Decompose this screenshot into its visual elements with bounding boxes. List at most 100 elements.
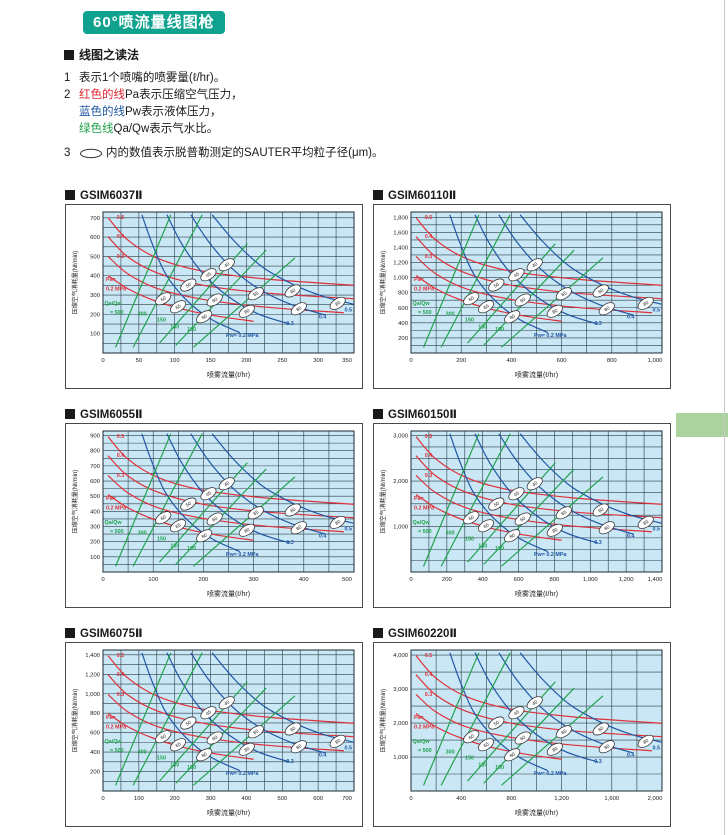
svg-text:50: 50 — [185, 281, 193, 289]
chart-panel-title: GSIM6055Ⅱ — [65, 406, 363, 421]
svg-text:0.3: 0.3 — [117, 254, 125, 260]
svg-text:Pa=: Pa= — [106, 277, 116, 283]
svg-text:800: 800 — [398, 291, 409, 297]
sauter-diameter-marker: 80 — [238, 304, 255, 318]
svg-text:60: 60 — [211, 515, 219, 523]
svg-text:150: 150 — [157, 536, 166, 542]
sauter-diameter-marker: 65 — [169, 519, 187, 533]
svg-text:Pa=: Pa= — [106, 715, 116, 721]
svg-text:0.2 MPa: 0.2 MPa — [106, 724, 127, 730]
legend-text-segment: 绿色线 — [79, 123, 114, 135]
svg-text:2,000: 2,000 — [648, 796, 663, 802]
svg-text:65: 65 — [175, 303, 183, 311]
chart-panel-GSIM60110Ⅱ: GSIM60110Ⅱ 0 200 400 600 800 1,000 200 400 600 800… — [373, 187, 671, 389]
svg-text:0: 0 — [409, 358, 413, 364]
sauter-diameter-marker: 80 — [238, 523, 255, 537]
svg-text:1,400: 1,400 — [393, 245, 408, 251]
svg-text:80: 80 — [509, 313, 517, 321]
sauter-diameter-marker: 45 — [508, 268, 525, 282]
legend-lines: 1 表示1个喷嘴的喷雾量(ℓ/hr)。 2 红色的线 Pa表示压缩空气压力， 蓝色的线 … — [64, 70, 684, 162]
svg-text:150: 150 — [206, 358, 217, 364]
sauter-diameter-marker: 80 — [546, 304, 563, 318]
square-bullet-icon — [64, 49, 74, 60]
svg-text:600: 600 — [514, 577, 525, 583]
svg-text:0.4: 0.4 — [425, 234, 433, 240]
svg-text:0.5: 0.5 — [117, 653, 125, 659]
svg-text:60: 60 — [289, 725, 297, 733]
sauter-diameter-marker: 40 — [218, 477, 235, 491]
legend-text-segment: 红色的线 — [79, 89, 125, 101]
sauter-diameter-marker: 50 — [488, 716, 505, 730]
svg-text:65: 65 — [483, 522, 491, 530]
svg-text:40: 40 — [531, 261, 539, 269]
svg-text:800: 800 — [607, 358, 618, 364]
chart-frame: 0 100 200 300 400 500 100 200 300 400 500 600 700 800… — [65, 423, 363, 608]
svg-text:100: 100 — [134, 796, 145, 802]
svg-text:200: 200 — [90, 770, 101, 776]
svg-text:1,400: 1,400 — [648, 577, 663, 583]
chart-model-name: GSIM6037Ⅱ — [80, 189, 143, 202]
sauter-diameter-marker: 80 — [290, 302, 307, 316]
svg-text:3,000: 3,000 — [393, 434, 408, 440]
sauter-diameter-marker: 40 — [218, 696, 235, 710]
svg-text:80: 80 — [509, 751, 517, 759]
svg-text:Qa/Qw: Qa/Qw — [105, 739, 123, 745]
chart-model-name: GSIM60220Ⅱ — [388, 627, 457, 640]
sauter-diameter-marker: 80 — [598, 521, 615, 535]
svg-text:压缩空气消耗量(Nℓ/min): 压缩空气消耗量(Nℓ/min) — [71, 689, 79, 753]
sauter-diameter-marker: 80 — [329, 515, 346, 529]
svg-text:喷雾流量(ℓ/hr): 喷雾流量(ℓ/hr) — [207, 808, 250, 817]
svg-text:150: 150 — [157, 755, 166, 761]
svg-text:Pa=: Pa= — [414, 496, 424, 502]
svg-text:0.4: 0.4 — [627, 314, 635, 320]
svg-text:0: 0 — [409, 796, 413, 802]
svg-text:600: 600 — [313, 796, 324, 802]
sauter-diameter-marker: 80 — [329, 734, 346, 748]
square-bullet-icon — [65, 189, 75, 200]
svg-text:0: 0 — [101, 796, 105, 802]
svg-text:80: 80 — [334, 519, 342, 527]
sauter-diameter-marker: 80 — [290, 521, 307, 535]
sauter-diameter-marker: 50 — [488, 497, 505, 511]
svg-text:喷雾流量(ℓ/hr): 喷雾流量(ℓ/hr) — [515, 808, 558, 817]
svg-text:150: 150 — [465, 536, 474, 542]
svg-text:0: 0 — [101, 577, 105, 583]
svg-text:0.5: 0.5 — [425, 215, 433, 221]
svg-text:65: 65 — [252, 728, 260, 736]
svg-text:150: 150 — [465, 755, 474, 761]
sauter-diameter-marker: 80 — [637, 515, 654, 529]
svg-text:100: 100 — [187, 327, 196, 333]
svg-text:0.5: 0.5 — [425, 434, 433, 440]
svg-text:65: 65 — [560, 290, 568, 298]
square-bullet-icon — [65, 408, 75, 419]
legend-text-segment: Pa表示压缩空气压力， — [125, 89, 243, 101]
svg-text:1,000: 1,000 — [648, 358, 663, 364]
svg-text:60: 60 — [597, 725, 605, 733]
svg-text:1,800: 1,800 — [393, 215, 408, 221]
page-edge-line — [724, 0, 725, 835]
svg-text:0.2 MPa: 0.2 MPa — [414, 724, 435, 730]
svg-text:300: 300 — [446, 750, 455, 756]
svg-text:喷雾流量(ℓ/hr): 喷雾流量(ℓ/hr) — [515, 370, 558, 379]
svg-text:65: 65 — [252, 509, 260, 517]
chart-model-name: GSIM60110Ⅱ — [388, 189, 457, 202]
svg-text:0: 0 — [409, 577, 413, 583]
chart-panel-title: GSIM6075Ⅱ — [65, 625, 363, 640]
svg-text:150: 150 — [157, 317, 166, 323]
sauter-diameter-marker: 45 — [508, 487, 525, 501]
svg-text:400: 400 — [90, 509, 101, 515]
svg-text:Qa/Qw: Qa/Qw — [105, 520, 123, 526]
svg-text:400: 400 — [506, 358, 517, 364]
svg-text:130: 130 — [170, 324, 179, 330]
svg-text:60: 60 — [468, 733, 476, 741]
square-bullet-icon — [65, 627, 75, 638]
svg-text:200: 200 — [456, 358, 467, 364]
sauter-diameter-marker: 80 — [504, 748, 521, 762]
svg-text:压缩空气消耗量(Nℓ/min): 压缩空气消耗量(Nℓ/min) — [71, 251, 79, 315]
sauter-diameter-marker: 80 — [637, 734, 654, 748]
legend-line: 2 红色的线 Pa表示压缩空气压力， — [64, 87, 684, 104]
svg-text:0.4: 0.4 — [319, 314, 327, 320]
svg-text:65: 65 — [175, 741, 183, 749]
svg-text:100: 100 — [170, 358, 181, 364]
sauter-diameter-marker: 50 — [180, 278, 197, 292]
